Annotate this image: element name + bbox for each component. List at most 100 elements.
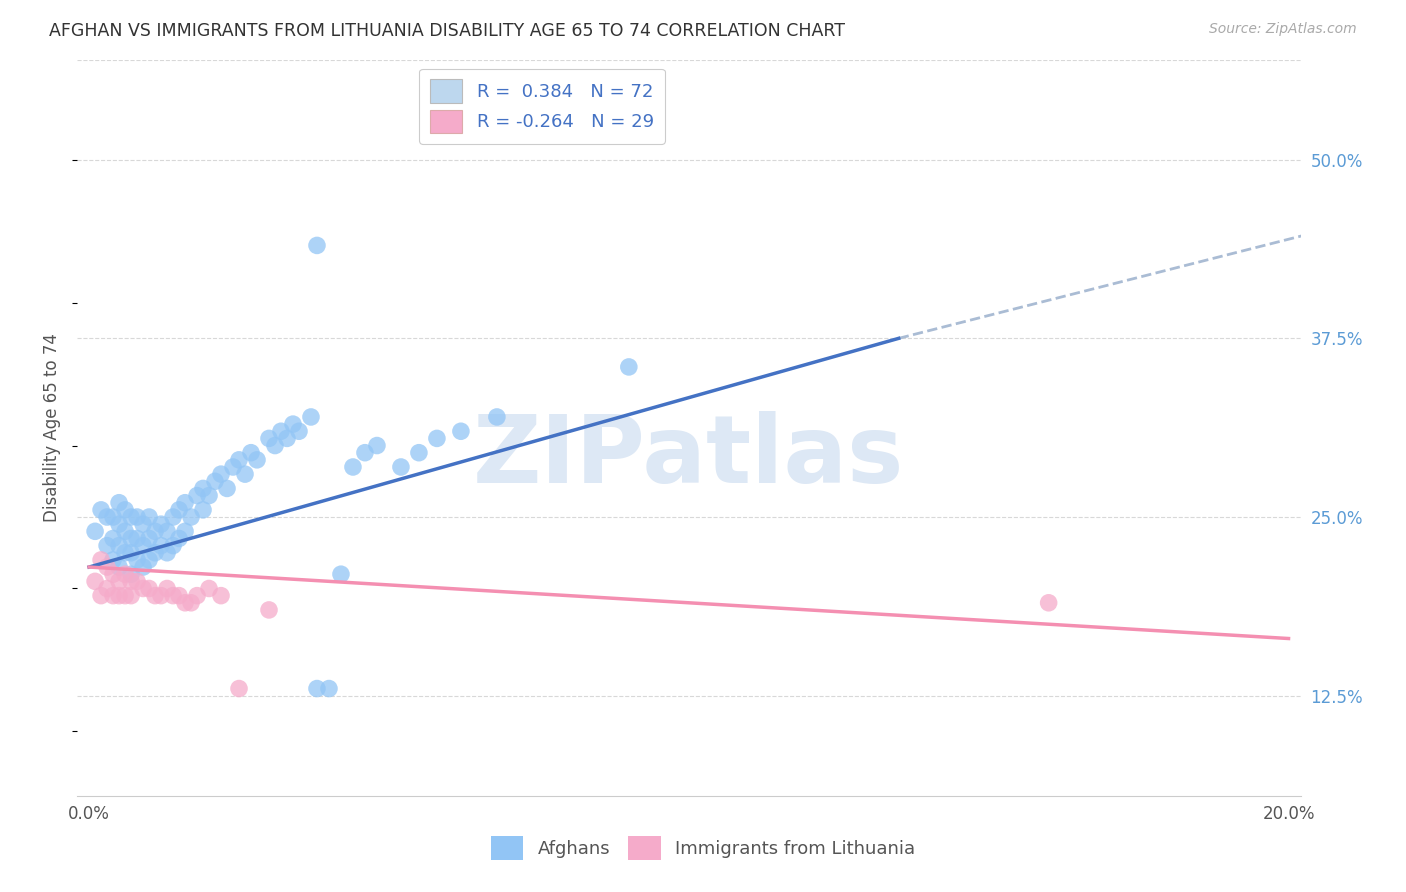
Point [132,539,155,553]
Point [228,453,250,467]
Text: ZIPatlas: ZIPatlas [474,411,904,503]
Point [132,560,155,574]
Point [156,524,179,539]
Point [101,567,124,582]
Point [342,460,364,475]
Point [120,532,142,546]
Point [108,574,131,589]
Text: AFGHAN VS IMMIGRANTS FROM LITHUANIA DISABILITY AGE 65 TO 74 CORRELATION CHART: AFGHAN VS IMMIGRANTS FROM LITHUANIA DISA… [49,22,845,40]
Point [180,510,202,524]
Point [108,517,131,532]
Point [143,546,166,560]
Point [167,532,190,546]
Point [191,482,214,496]
Point [215,482,238,496]
Point [167,589,190,603]
Point [132,517,155,532]
Point [174,496,197,510]
Point [174,524,197,539]
Point [90,589,112,603]
Point [90,553,112,567]
Point [101,589,124,603]
Point [138,510,160,524]
Point [198,489,221,503]
Point [276,431,298,445]
Point [108,589,131,603]
Point [156,546,179,560]
Point [120,567,142,582]
Point [167,503,190,517]
Point [84,524,107,539]
Point [96,560,118,574]
Point [240,446,263,460]
Point [125,574,148,589]
Y-axis label: Disability Age 65 to 74: Disability Age 65 to 74 [44,334,60,522]
Point [299,409,322,424]
Point [318,681,340,696]
Point [426,431,449,445]
Point [257,431,280,445]
Point [257,603,280,617]
Point [101,510,124,524]
Point [138,582,160,596]
Point [330,567,353,582]
Point [617,359,640,374]
Point [485,409,508,424]
Point [120,510,142,524]
Point [108,496,131,510]
Point [162,539,184,553]
Point [408,446,430,460]
Point [1038,596,1060,610]
Point [209,589,232,603]
Point [143,524,166,539]
Point [305,238,328,252]
Point [90,503,112,517]
Point [101,532,124,546]
Point [354,446,377,460]
Text: Source: ZipAtlas.com: Source: ZipAtlas.com [1209,22,1357,37]
Point [108,539,131,553]
Point [120,574,142,589]
Point [198,582,221,596]
Point [305,681,328,696]
Point [96,510,118,524]
Legend: Afghans, Immigrants from Lithuania: Afghans, Immigrants from Lithuania [484,830,922,867]
Point [209,467,232,482]
Point [222,460,245,475]
Point [114,567,136,582]
Point [101,553,124,567]
Point [162,589,184,603]
Point [180,596,202,610]
Point [125,532,148,546]
Point [84,574,107,589]
Point [389,460,412,475]
Point [150,517,173,532]
Point [281,417,304,431]
Point [150,539,173,553]
Point [186,589,208,603]
Point [138,553,160,567]
Point [150,589,173,603]
Point [366,438,388,452]
Point [125,553,148,567]
Point [114,589,136,603]
Point [264,438,287,452]
Point [114,524,136,539]
Point [96,539,118,553]
Point [191,503,214,517]
Point [204,475,226,489]
Point [270,424,292,438]
Point [450,424,472,438]
Point [120,589,142,603]
Point [138,532,160,546]
Point [156,582,179,596]
Point [132,582,155,596]
Point [143,589,166,603]
Point [246,453,269,467]
Point [96,582,118,596]
Point [288,424,311,438]
Point [120,546,142,560]
Point [186,489,208,503]
Point [174,596,197,610]
Point [114,503,136,517]
